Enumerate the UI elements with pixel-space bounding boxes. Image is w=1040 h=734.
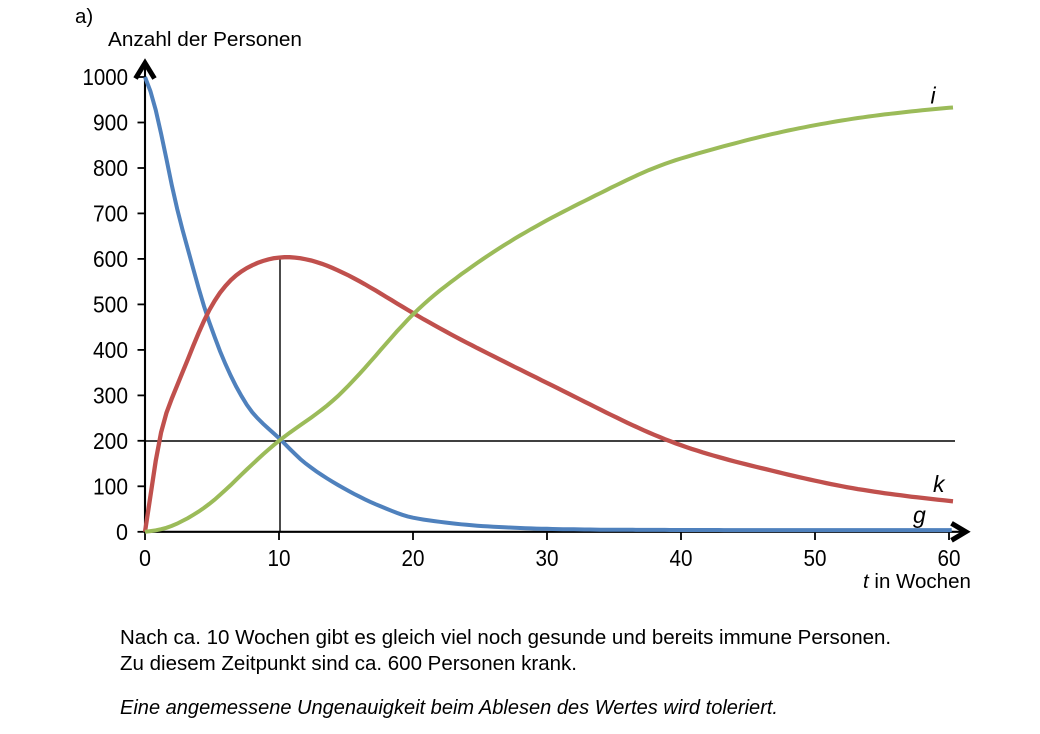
svg-text:500: 500 <box>93 291 128 317</box>
svg-text:60: 60 <box>938 545 961 571</box>
svg-text:200: 200 <box>93 428 128 454</box>
svg-text:300: 300 <box>93 382 128 408</box>
svg-text:400: 400 <box>93 337 128 363</box>
svg-text:800: 800 <box>93 155 128 181</box>
svg-text:900: 900 <box>93 110 128 136</box>
svg-text:Nach ca. 10 Wochen gibt es gle: Nach ca. 10 Wochen gibt es gleich viel n… <box>120 626 891 649</box>
svg-text:50: 50 <box>804 545 827 571</box>
svg-text:0: 0 <box>116 519 128 545</box>
svg-text:1000: 1000 <box>83 64 129 90</box>
svg-text:30: 30 <box>536 545 559 571</box>
svg-text:20: 20 <box>402 545 425 571</box>
svg-text:k: k <box>933 471 946 497</box>
svg-text:700: 700 <box>93 200 128 226</box>
svg-text:g: g <box>913 502 926 528</box>
svg-text:600: 600 <box>93 246 128 272</box>
svg-text:Eine angemessene Ungenauigkeit: Eine angemessene Ungenauigkeit beim Able… <box>120 696 778 719</box>
svg-text:i: i <box>931 83 937 109</box>
svg-text:0: 0 <box>139 545 151 571</box>
svg-text:10: 10 <box>268 545 291 571</box>
svg-text:t in Wochen: t in Wochen <box>863 570 971 593</box>
svg-text:100: 100 <box>93 473 128 499</box>
svg-text:a): a) <box>75 5 93 28</box>
svg-text:Anzahl der Personen: Anzahl der Personen <box>108 28 302 51</box>
svg-text:40: 40 <box>670 545 693 571</box>
svg-text:Zu diesem Zeitpunkt sind ca. 6: Zu diesem Zeitpunkt sind ca. 600 Persone… <box>120 652 577 675</box>
